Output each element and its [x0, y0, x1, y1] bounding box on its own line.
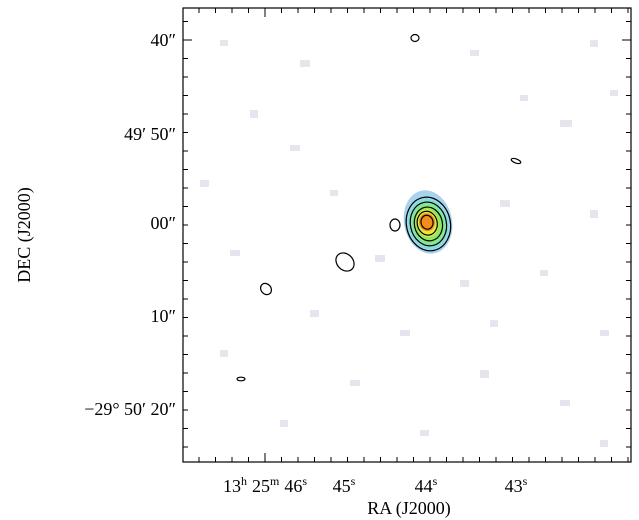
- image-noise: [200, 40, 618, 447]
- tick-text: 13: [223, 476, 241, 496]
- x-axis-label: RA (J2000): [367, 498, 451, 519]
- x-tick-label: 44s​: [415, 474, 438, 496]
- x-tick-label: 43s​: [505, 474, 528, 496]
- plot-frame: [182, 7, 632, 463]
- x-tick-label: 45s​: [333, 474, 356, 496]
- y-tick-label: −29° 50′ 20″: [84, 399, 176, 419]
- y-tick-label: 49′ 50″: [124, 124, 176, 144]
- source: [403, 190, 453, 254]
- x-tick-labels: 13h​25m​46s​ 45s​ 44s​ 43s​: [223, 474, 528, 496]
- tick-sup: s: [523, 474, 528, 488]
- y-tick-labels: 40″ 49′ 50″ 00″ 10″ −29° 50′ 20″: [84, 30, 176, 419]
- y-tick-label: 40″: [151, 30, 177, 50]
- y-tick-label: 00″: [151, 213, 177, 233]
- tick-text: 43: [505, 476, 523, 496]
- x-tick-label: 13h​25m​46s​: [223, 474, 307, 496]
- tick-text: 25: [252, 476, 270, 496]
- tick-text: 45: [333, 476, 351, 496]
- tick-text: 46: [284, 476, 302, 496]
- tick-sup: s: [302, 474, 307, 488]
- contours: [236, 33, 522, 382]
- tick-sup: m: [270, 474, 280, 488]
- tick-text: 44: [415, 476, 433, 496]
- tick-marks: [183, 8, 631, 462]
- y-tick-label: 10″: [151, 306, 177, 326]
- y-axis-label: DEC (J2000): [14, 187, 35, 283]
- tick-sup: s: [351, 474, 356, 488]
- tick-sup: h: [241, 474, 247, 488]
- tick-sup: s: [433, 474, 438, 488]
